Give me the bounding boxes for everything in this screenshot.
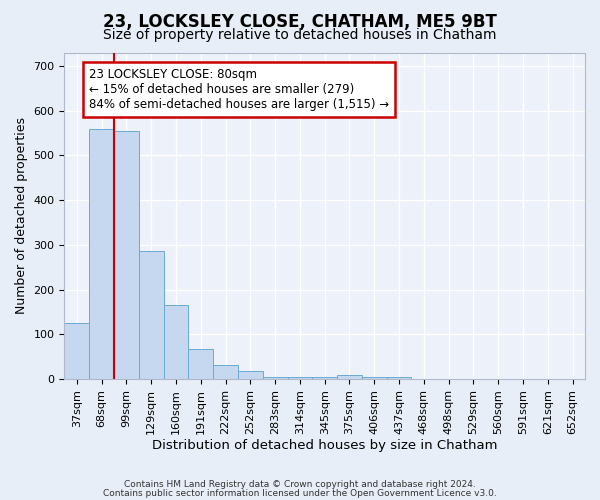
Bar xyxy=(263,377,287,379)
Bar xyxy=(337,374,362,379)
Y-axis label: Number of detached properties: Number of detached properties xyxy=(15,118,28,314)
Text: 23, LOCKSLEY CLOSE, CHATHAM, ME5 9BT: 23, LOCKSLEY CLOSE, CHATHAM, ME5 9BT xyxy=(103,12,497,30)
Bar xyxy=(114,131,139,379)
Bar xyxy=(89,128,114,379)
Bar xyxy=(188,348,213,379)
Bar xyxy=(213,365,238,379)
Bar xyxy=(313,377,337,379)
Text: Size of property relative to detached houses in Chatham: Size of property relative to detached ho… xyxy=(103,28,497,42)
Bar xyxy=(386,378,412,379)
Text: 23 LOCKSLEY CLOSE: 80sqm
← 15% of detached houses are smaller (279)
84% of semi-: 23 LOCKSLEY CLOSE: 80sqm ← 15% of detach… xyxy=(89,68,389,111)
X-axis label: Distribution of detached houses by size in Chatham: Distribution of detached houses by size … xyxy=(152,440,497,452)
Bar xyxy=(362,378,386,379)
Bar xyxy=(287,377,313,379)
Bar xyxy=(64,323,89,379)
Text: Contains HM Land Registry data © Crown copyright and database right 2024.: Contains HM Land Registry data © Crown c… xyxy=(124,480,476,489)
Bar xyxy=(238,370,263,379)
Bar xyxy=(164,306,188,379)
Bar xyxy=(139,250,164,379)
Text: Contains public sector information licensed under the Open Government Licence v3: Contains public sector information licen… xyxy=(103,488,497,498)
